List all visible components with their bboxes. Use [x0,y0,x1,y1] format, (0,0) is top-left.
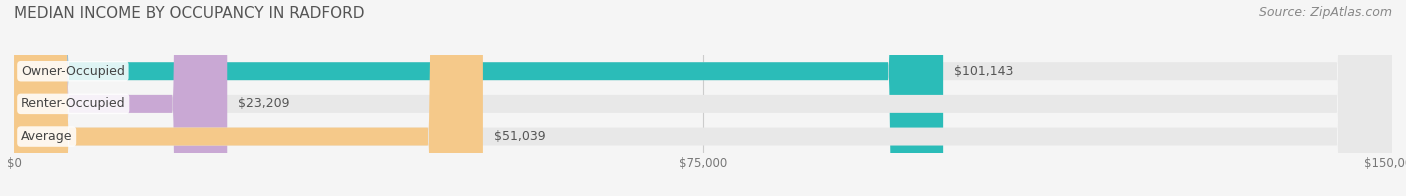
Text: MEDIAN INCOME BY OCCUPANCY IN RADFORD: MEDIAN INCOME BY OCCUPANCY IN RADFORD [14,6,364,21]
Text: Owner-Occupied: Owner-Occupied [21,65,125,78]
Text: Renter-Occupied: Renter-Occupied [21,97,125,110]
Text: Average: Average [21,130,73,143]
Text: $51,039: $51,039 [494,130,546,143]
Text: $23,209: $23,209 [238,97,290,110]
FancyBboxPatch shape [14,0,1392,196]
FancyBboxPatch shape [14,0,482,196]
Text: $101,143: $101,143 [955,65,1014,78]
FancyBboxPatch shape [14,0,228,196]
FancyBboxPatch shape [14,0,1392,196]
FancyBboxPatch shape [14,0,943,196]
FancyBboxPatch shape [14,0,1392,196]
Text: Source: ZipAtlas.com: Source: ZipAtlas.com [1258,6,1392,19]
